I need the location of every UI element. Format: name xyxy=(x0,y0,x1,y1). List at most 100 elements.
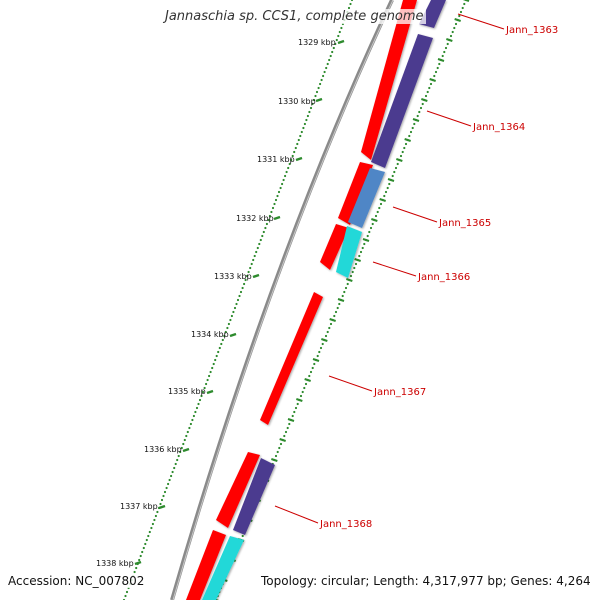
ruler-dot xyxy=(288,162,291,166)
ruler-dot xyxy=(403,146,406,150)
ruler-dot xyxy=(309,370,313,374)
ruler-dot xyxy=(434,70,438,74)
scale-major-tick xyxy=(295,156,303,162)
gene-arrow-jann-1366[interactable] xyxy=(336,226,362,278)
ruler-dot xyxy=(399,154,403,158)
ruler-dot xyxy=(326,330,329,334)
ruler-tick xyxy=(271,458,278,462)
gene-arrow-jann-1368[interactable] xyxy=(233,458,275,535)
scale-major-tick xyxy=(206,389,214,395)
ruler-dot xyxy=(301,390,304,394)
ruler-tick xyxy=(379,198,386,202)
ruler-dot xyxy=(171,470,174,474)
gene-label[interactable]: Jann_1365 xyxy=(438,218,491,229)
scale-tick-label: 1333 kbp xyxy=(214,272,252,281)
ruler-dot xyxy=(282,178,285,182)
ruler-dot xyxy=(236,298,240,302)
ruler-dot xyxy=(438,62,441,66)
scale-major-tick xyxy=(182,447,190,453)
gene-label[interactable]: Jann_1366 xyxy=(417,272,470,283)
ruler-dot xyxy=(343,290,346,294)
ruler-dot xyxy=(436,66,439,70)
ruler-tick xyxy=(396,158,403,162)
ruler-dot xyxy=(443,50,446,54)
ruler-dot xyxy=(203,386,206,390)
gene-arrow[interactable] xyxy=(338,162,373,225)
ruler-dot xyxy=(239,290,243,294)
gene-arrow[interactable] xyxy=(186,530,226,600)
ruler-dot xyxy=(386,186,389,190)
scale-major-tick xyxy=(337,39,345,45)
ruler-dot xyxy=(246,274,249,278)
gene-arrow[interactable] xyxy=(361,0,417,160)
ruler-dot xyxy=(424,94,428,98)
ruler-dot xyxy=(215,354,218,358)
ruler-dot xyxy=(322,74,325,78)
scale-major-tick xyxy=(158,504,166,510)
gene-arrow[interactable] xyxy=(320,224,349,270)
ruler-tick xyxy=(304,378,311,382)
gene-arrow-jann-1365[interactable] xyxy=(348,168,385,228)
ruler-dot xyxy=(278,446,281,450)
ruler-tick xyxy=(421,98,428,102)
ruler-tick xyxy=(321,338,328,342)
ruler-dot xyxy=(303,122,306,126)
gene-arrow[interactable] xyxy=(202,536,244,600)
ruler-dot xyxy=(371,222,374,226)
ruler-dot xyxy=(217,350,220,354)
scale-labels: 1329 kbp 1330 kbp 1331 kbp 1332 kbp 1333 kbp… xyxy=(96,38,345,568)
ruler-dot xyxy=(433,74,436,78)
ruler-dot xyxy=(341,294,344,298)
ruler-dot xyxy=(291,414,294,418)
ruler-dot xyxy=(163,490,167,494)
ruler-dot xyxy=(323,70,326,74)
ruler-dot xyxy=(429,82,433,86)
ruler-tick xyxy=(346,278,353,282)
ruler-dot xyxy=(250,262,253,266)
ruler-dot xyxy=(337,34,340,38)
ruler-dot xyxy=(359,250,363,254)
scale-tick-label: 1334 kbp xyxy=(191,330,229,339)
ruler-dot xyxy=(287,166,290,170)
gene-arrow-jann-1363[interactable] xyxy=(419,0,446,28)
ruler-dot xyxy=(252,258,255,262)
gene-arrow-jann-1367[interactable] xyxy=(260,292,323,425)
ruler-dot xyxy=(198,398,202,402)
gene-arrow[interactable] xyxy=(216,452,260,528)
gene-arrow-jann-1364[interactable] xyxy=(371,34,433,168)
ruler-dot xyxy=(338,302,341,306)
ruler-dot xyxy=(249,266,252,270)
ruler-dot xyxy=(463,2,466,6)
ruler-dot xyxy=(176,458,179,462)
ruler-dot xyxy=(291,154,294,158)
gene-label[interactable]: Jann_1364 xyxy=(472,122,525,133)
ruler-dot xyxy=(167,482,170,486)
gene-label[interactable]: Jann_1363 xyxy=(505,25,558,36)
ruler-tick xyxy=(454,18,461,22)
ruler-dot xyxy=(144,542,147,546)
scale-tick-label: 1330 kbp xyxy=(278,97,316,106)
ruler-dot xyxy=(261,234,264,238)
ruler-dot xyxy=(353,266,356,270)
ruler-dot xyxy=(376,210,379,214)
ruler-dot xyxy=(453,26,456,30)
ruler-dot xyxy=(273,202,276,206)
ruler-dot xyxy=(174,462,177,466)
genome-summary: Topology: circular; Length: 4,317,977 bp… xyxy=(261,574,591,588)
ruler-dot xyxy=(314,94,317,98)
ruler-dot xyxy=(366,234,369,238)
ruler-dot xyxy=(224,330,227,334)
gene-label[interactable]: Jann_1367 xyxy=(373,387,426,398)
ruler-dot xyxy=(253,254,256,258)
ruler-dot xyxy=(188,426,191,430)
gene-labels: Jann_1363 Jann_1364 Jann_1365 Jann_1366 Jann… xyxy=(274,13,558,530)
ruler-dot xyxy=(139,554,142,558)
ruler-tick xyxy=(296,398,303,402)
ruler-dot xyxy=(302,126,305,130)
ruler-dot xyxy=(324,334,328,338)
ruler-dot xyxy=(264,226,267,230)
gene-label[interactable]: Jann_1368 xyxy=(319,519,372,530)
ruler-dot xyxy=(238,294,241,298)
ruler-dot xyxy=(124,594,127,598)
